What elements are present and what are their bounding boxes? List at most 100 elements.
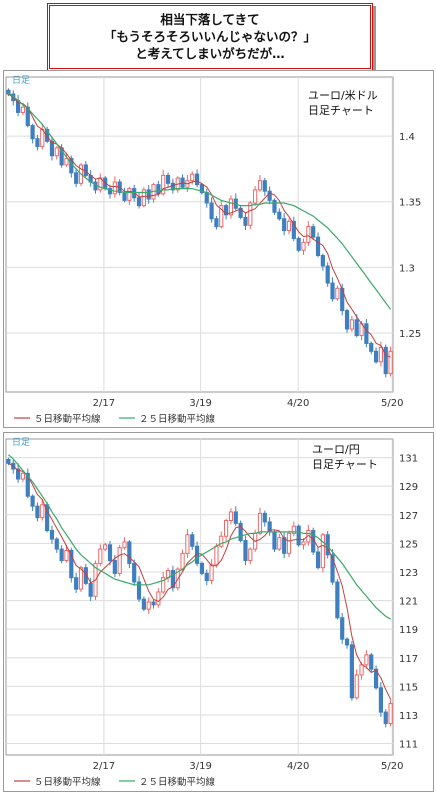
candle-body (383, 711, 388, 725)
candle-body (20, 472, 26, 480)
ma5-line (8, 93, 391, 358)
y-tick-label: 127 (399, 511, 418, 522)
candle-body (311, 226, 316, 238)
candle-body (301, 241, 306, 251)
candle-body (296, 525, 301, 546)
ma25-line (8, 454, 391, 620)
candle-body (6, 459, 11, 464)
candle-body (335, 581, 340, 619)
candle-body (243, 216, 248, 226)
candle-body (146, 601, 151, 610)
candle-body (262, 512, 267, 523)
candle-body (83, 567, 88, 584)
headline-line-2: 「もうそろそろいいんじゃないの？」 (103, 29, 317, 44)
candle-body (306, 226, 311, 243)
candle-body (20, 106, 26, 113)
candle-body (204, 572, 209, 582)
legend-label-ma5: ５日移動平均線 (34, 776, 101, 788)
candle-body (388, 350, 393, 375)
headline-box: 相当下落してきて 「もうそろそろいいんじゃないの？」 と考えてしまいがちだが… (47, 3, 373, 71)
headline-line-3: と考えてしまいがちだが… (135, 46, 285, 61)
candle-body (301, 541, 306, 546)
eurjpy-chart-panel: 131 129 127 125 123 121 119 117 115 113 111 2/17 3/1… (3, 432, 434, 792)
candle-body (214, 545, 219, 566)
plot-area (5, 76, 394, 393)
y-tick-label: 113 (399, 711, 418, 722)
candle-body (59, 548, 64, 562)
candle-body (354, 319, 359, 337)
candle-body (151, 601, 156, 606)
candle-body (373, 668, 379, 689)
corner-label: 日足 (12, 437, 30, 448)
candle-body (286, 220, 292, 232)
candle-body (69, 550, 74, 579)
candle-body (344, 310, 350, 330)
eurjpy-chart-svg: 131 129 127 125 123 121 119 117 115 113 111 2/17 3/1… (5, 437, 418, 788)
y-tick-label: 129 (399, 482, 418, 493)
candle-body (248, 548, 253, 562)
candle-body (369, 342, 374, 352)
candle-body (315, 236, 321, 256)
candle-body (35, 138, 40, 148)
candle-body (107, 188, 113, 195)
candle-body (141, 598, 146, 610)
candle-body (122, 541, 127, 549)
chart-title-line-2: 日足チャート (312, 458, 378, 471)
candle-body (40, 504, 45, 519)
headline-line-1: 相当下落してきて (160, 12, 260, 27)
candle-body (228, 511, 234, 522)
candle-body (272, 531, 277, 550)
candle-body (127, 188, 132, 201)
candle-body (122, 192, 127, 201)
candle-body (219, 205, 224, 228)
eurusd-chart-svg: 1.4 1.35 1.3 1.25 2/17 3/19 4/20 5/20 日足ユーロ/米ドル日… (5, 75, 421, 425)
candle-body (291, 525, 296, 534)
x-tick-label: 5/20 (381, 398, 403, 409)
candle-body (25, 472, 30, 497)
y-tick-label: 1.4 (399, 132, 415, 143)
y-tick-label: 1.25 (399, 329, 421, 340)
candle-body (257, 512, 263, 534)
candle-body (359, 664, 364, 676)
candle-body (30, 495, 35, 507)
plot-area (5, 438, 394, 756)
candle-body (103, 544, 108, 550)
candle-body (238, 522, 243, 542)
candle-body (335, 287, 340, 300)
candle-body (209, 202, 214, 220)
y-tick-label: 115 (399, 682, 418, 693)
candle-body (224, 205, 229, 216)
candle-body (132, 562, 137, 583)
candle-body (277, 211, 282, 220)
candle-body (248, 202, 253, 226)
candle-body (330, 282, 335, 300)
y-tick-label: 117 (399, 654, 418, 665)
y-tick-label: 125 (399, 539, 418, 550)
candle-body (127, 541, 132, 564)
candle-body (286, 532, 292, 554)
candle-body (74, 577, 79, 590)
candle-body (6, 89, 11, 95)
candle-body (112, 181, 117, 195)
candle-body (161, 174, 166, 195)
candle-body (224, 520, 229, 537)
candle-body (267, 190, 272, 201)
candle-body (107, 544, 113, 562)
candle-body (98, 548, 103, 564)
x-tick-label: 3/19 (189, 398, 211, 409)
candle-body (45, 129, 50, 142)
chart-title-line-1: ユーロ/米ドル (308, 89, 378, 102)
candle-body (209, 564, 214, 582)
candle-body (282, 537, 287, 554)
candle-body (141, 189, 146, 207)
y-tick-label: 1.35 (399, 198, 421, 209)
candle-body (190, 173, 195, 182)
candle-body (88, 582, 93, 597)
y-tick-label: 123 (399, 568, 418, 579)
candle-body (330, 554, 335, 583)
candle-body (228, 198, 234, 216)
candle-body (136, 197, 142, 207)
candle-body (74, 172, 79, 184)
y-tick-label: 111 (399, 740, 418, 751)
candle-body (282, 218, 287, 232)
